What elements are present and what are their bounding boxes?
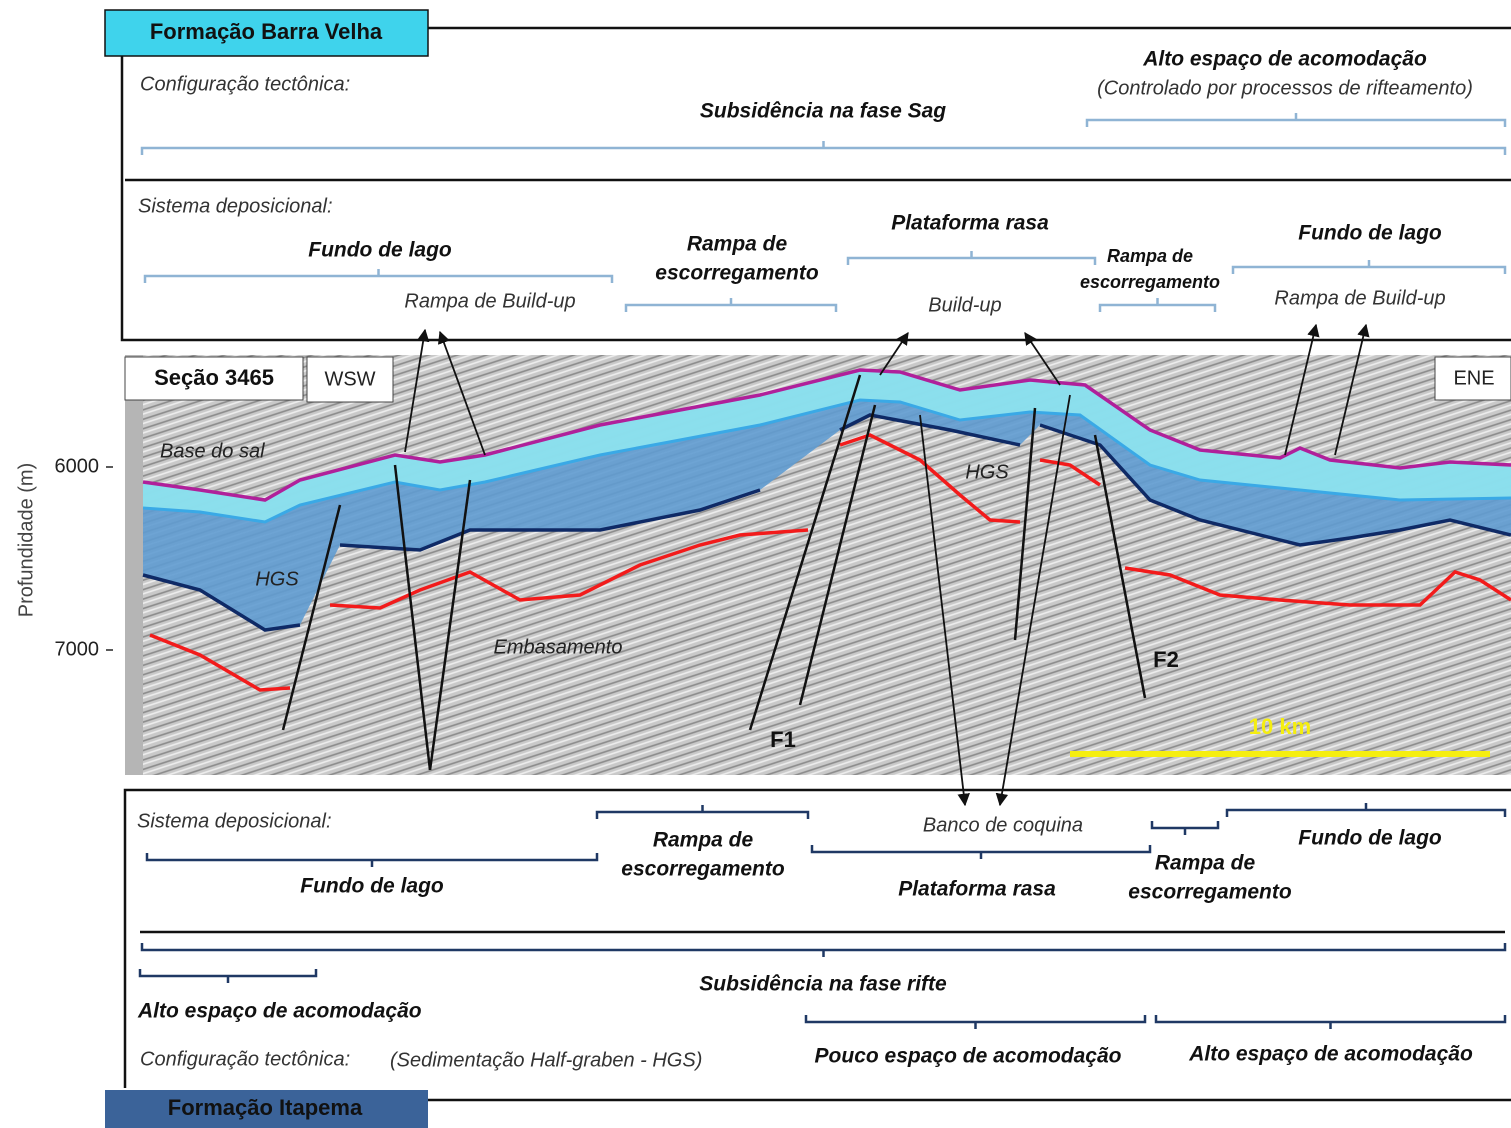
section-title: Seção 3465 [154,365,274,390]
scale-label: 10 km [1249,714,1311,739]
bracket [147,853,597,867]
tectonic-note: (Sedimentação Half-graben - HGS) [390,1049,702,1071]
system-detail: Rampa de Build-up [404,290,575,312]
formation-title: Formação Itapema [168,1095,363,1120]
bracket [145,269,612,283]
bracket [1156,1015,1505,1029]
y-tick-label: 6000 [55,455,100,477]
direction-east: ENE [1453,367,1494,389]
bracket [1152,821,1218,835]
system-name: Fundo de lago [1298,827,1442,850]
system-detail: Build-up [928,294,1001,316]
horizon-label: Base do sal [160,440,265,462]
system-name: escorregamento [621,858,785,881]
tectonic-label: Configuração tectônica: [140,73,350,95]
y-axis-label: Profundidade (m) [15,463,37,618]
depositional-label: Sistema deposicional: [138,195,333,217]
accommodation-note: (Controlado por processos de rifteamento… [1097,77,1473,99]
bracket [140,969,316,983]
fault-label: F2 [1153,647,1179,672]
bracket [142,141,1505,155]
fault-label: F1 [770,727,796,752]
system-name: Fundo de lago [308,239,452,262]
depth-ticks: 6000 7000 [55,455,114,660]
depositional-label: Sistema deposicional: [137,810,332,832]
bottom-panel: Sistema deposicional: Fundo de lago Ramp… [105,790,1511,1128]
system-name: Plataforma rasa [891,212,1049,235]
system-detail: Banco de coquina [923,814,1083,836]
system-detail: Rampa de Build-up [1274,287,1445,309]
bracket [1233,260,1505,274]
accommodation: Pouco espaço de acomodação [815,1045,1122,1068]
system-name: Plataforma rasa [898,878,1056,901]
bracket [812,845,1150,859]
system-name: escorregamento [1128,881,1292,904]
bracket [1227,803,1505,817]
top-panel: Formação Barra Velha Configuração tectôn… [105,10,1511,340]
direction-west: WSW [324,368,375,390]
hgs-label: HGS [255,568,299,590]
system-name: Rampa de [1155,852,1256,875]
tectonic-phase: Subsidência na fase Sag [700,100,946,123]
accommodation: Alto espaço de acomodação [1188,1043,1473,1066]
bracket [597,805,808,819]
system-name: Rampa de [1107,246,1193,266]
system-name: Fundo de lago [1298,222,1442,245]
tectonic-phase: Subsidência na fase rifte [699,973,947,996]
bracket [142,943,1505,957]
accommodation: Alto espaço de acomodação [137,1000,422,1023]
tectonic-label: Configuração tectônica: [140,1048,350,1070]
bracket [626,298,836,312]
system-name: Fundo de lago [300,875,444,898]
system-name: Rampa de [653,829,754,852]
system-name: Rampa de [687,233,788,256]
bracket [1100,298,1215,312]
y-tick-label: 7000 [55,638,100,660]
bracket [806,1015,1145,1029]
hgs-label: HGS [965,461,1009,483]
seismic-section: Seção 3465 WSW ENE Base do sal HGS HGS E… [15,325,1511,805]
bracket [1087,113,1505,127]
bracket [848,251,1095,265]
basement-label: Embasamento [494,636,623,658]
diagram: Formação Barra Velha Configuração tectôn… [0,0,1511,1128]
accommodation: Alto espaço de acomodação [1142,48,1427,71]
system-name: escorregamento [655,262,819,285]
system-name: escorregamento [1080,272,1220,292]
formation-title: Formação Barra Velha [150,19,383,44]
